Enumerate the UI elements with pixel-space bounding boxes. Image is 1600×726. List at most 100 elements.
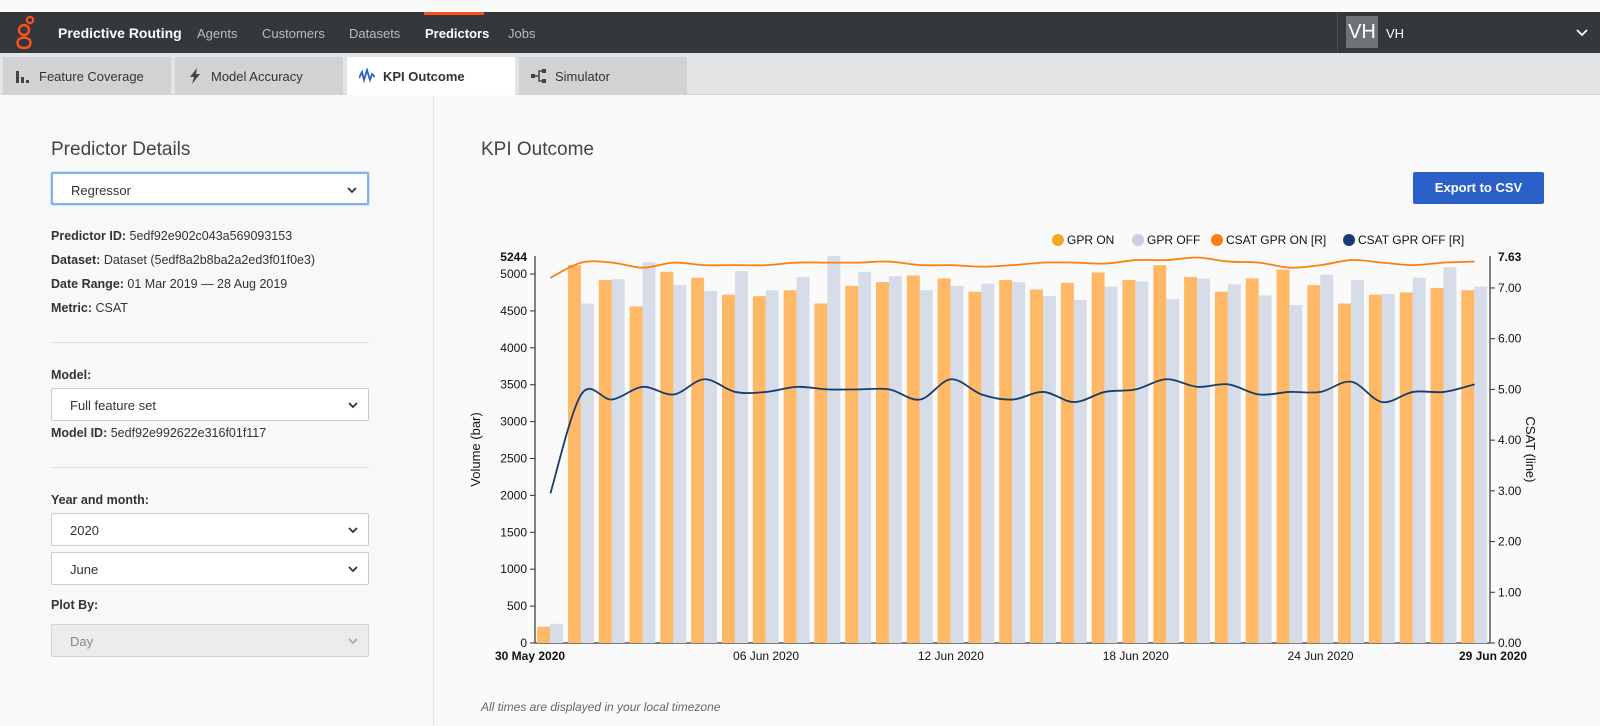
kpi-outcome-chart: 0 500 1000 1500 2000 2500 3000 3500 4000 4500 5000… [468,233,1538,663]
left-axis-tick-label: 0 [520,636,527,650]
month-select[interactable]: June [51,552,369,585]
right-axis-tick-label: 6.00 [1498,332,1522,346]
tab-kpi-outcome[interactable]: KPI Outcome [347,57,515,95]
bar-gpr-on [629,306,643,643]
bar-gpr-off [673,285,687,643]
chevron-down-icon [348,402,358,409]
chevron-down-icon [347,187,357,194]
plot-by-select[interactable]: Day [51,624,369,657]
left-axis-title: Volume (bar) [468,412,483,486]
bar-gpr-on [1338,303,1352,643]
nav-jobs[interactable]: Jobs [508,26,536,41]
legend-marker [1052,234,1064,246]
left-axis-tick-label: 500 [507,599,527,613]
top-nav-bar: Predictive Routing Agents Customers Data… [0,12,1600,53]
model-id-label: Model ID: [51,426,108,440]
brand-title[interactable]: Predictive Routing [58,25,182,41]
bar-gpr-on [537,626,551,643]
bar-gpr-on [691,277,705,643]
model-id-row: Model ID: 5edf92e992622e316f01f117 [51,426,266,440]
bar-gpr-off [1135,281,1149,643]
right-axis-tick-label: 7.00 [1498,281,1522,295]
x-axis-tick-label: 29 Jun 2020 [1459,649,1527,663]
predictor-select-value: Regressor [71,183,131,198]
x-axis-tick-label: 18 Jun 2020 [1103,649,1169,663]
bar-gpr-off [1012,282,1026,643]
bar-gpr-on [1091,272,1105,643]
predictor-id-row: Predictor ID: 5edf92e902c043a569093153 [51,229,292,243]
tab-label: Feature Coverage [39,69,144,84]
export-csv-button[interactable]: Export to CSV [1413,172,1544,204]
tab-simulator[interactable]: Simulator [519,57,687,95]
chevron-down-icon[interactable] [1574,24,1590,40]
right-axis-tick-label: 2.00 [1498,535,1522,549]
bar-gpr-on [1307,285,1321,643]
model-label: Model: [51,368,92,382]
nav-active-indicator [424,12,484,15]
bar-gpr-on [1276,269,1290,643]
bar-gpr-on [876,282,889,643]
bar-gpr-off [950,285,964,643]
bar-gpr-on [598,279,612,643]
bar-gpr-on [937,278,951,643]
nav-predictors[interactable]: Predictors [425,26,490,41]
line-csat-gpr-off [549,378,1475,494]
bar-gpr-off [550,623,564,643]
bar-gpr-on [845,285,859,643]
right-axis-tick-label: 5.00 [1498,382,1522,396]
bar-gpr-on [1184,276,1198,643]
year-select[interactable]: 2020 [51,513,369,546]
kpi-outcome-title: KPI Outcome [481,139,594,160]
bar-gpr-off [1197,278,1210,643]
legend-marker [1211,234,1223,246]
nav-customers[interactable]: Customers [262,26,325,41]
nav-agents[interactable]: Agents [197,26,238,41]
model-select-value: Full feature set [70,398,156,413]
date-range-value: 01 Mar 2019 — 28 Aug 2019 [127,277,288,291]
dataset-row: Dataset: Dataset (5edf8a2b8ba2a2ed3f01f0… [51,253,315,267]
left-axis-tick-label: 3000 [500,415,527,429]
bar-gpr-on [783,290,797,643]
bar-gpr-on [1461,290,1475,643]
nav-datasets[interactable]: Datasets [349,26,401,41]
bar-gpr-on [567,265,581,643]
model-select[interactable]: Full feature set [51,388,369,421]
legend-label: CSAT GPR ON [R] [1226,233,1326,247]
x-axis-tick-label: 12 Jun 2020 [918,649,984,663]
legend-label: CSAT GPR OFF [R] [1358,233,1464,247]
predictor-select[interactable]: Regressor [51,172,369,205]
left-axis-tick-label: 4500 [500,304,527,318]
bar-gpr-off [580,303,594,643]
bar-gpr-on [1214,291,1228,643]
user-menu[interactable]: VH VH [1337,12,1600,53]
metric-value: CSAT [95,301,128,315]
plot-by-select-value: Day [70,634,94,649]
bar-gpr-on [1153,265,1167,643]
bar-gpr-off [1351,279,1365,643]
date-range-label: Date Range: [51,277,124,291]
genesys-logo-icon[interactable] [10,15,42,51]
tab-model-accuracy[interactable]: Model Accuracy [175,57,343,95]
legend-label: GPR OFF [1147,233,1200,247]
year-month-label: Year and month: [51,493,149,507]
legend-marker [1132,234,1144,246]
bar-gpr-off [1443,267,1457,643]
tab-feature-coverage[interactable]: Feature Coverage [3,57,171,95]
chevron-down-icon [348,566,358,573]
metric-row: Metric: CSAT [51,301,128,315]
bar-gpr-on [968,291,982,643]
bar-gpr-off [1258,295,1272,643]
bar-gpr-on [1060,282,1074,643]
date-range-row: Date Range: 01 Mar 2019 — 28 Aug 2019 [51,277,287,291]
chevron-down-icon [348,638,358,645]
bar-gpr-off [704,290,718,643]
bar-gpr-on [814,303,828,643]
tab-label: KPI Outcome [383,69,465,84]
bar-gpr-off [1104,286,1118,643]
bar-gpr-off [1073,299,1087,643]
divider [51,342,369,343]
user-name: VH [1386,26,1405,41]
bar-gpr-off [919,290,933,643]
tab-label: Simulator [555,69,610,84]
bar-gpr-on [752,296,766,643]
